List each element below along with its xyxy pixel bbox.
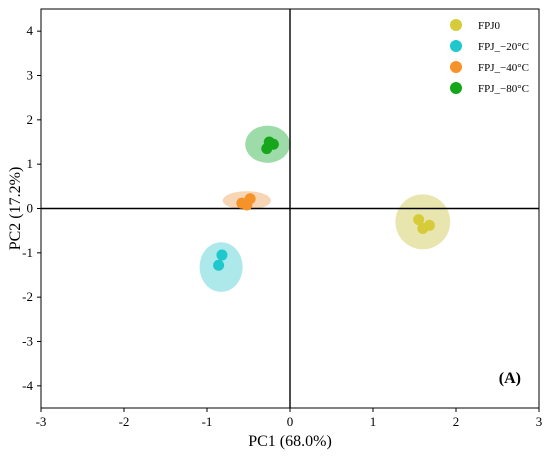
x-tick-label: -2 (119, 414, 130, 429)
y-tick-label: 0 (27, 201, 34, 216)
axis-ticks: -3 -2 -1 0 1 2 3 -4 -3 -2 -1 0 1 2 3 4 (22, 23, 542, 429)
legend-marker-2 (450, 40, 462, 52)
panel-annotation: (A) (499, 370, 521, 387)
legend-marker-1 (450, 19, 462, 31)
data-points (213, 136, 435, 271)
x-tick-label: 3 (536, 414, 543, 429)
legend: FPJ0 FPJ_−20°C FPJ_−40°C FPJ_−80°C (450, 19, 529, 95)
y-axis-label: PC2 (17.2%) (7, 167, 24, 251)
x-axis-label: PC1 (68.0%) (248, 433, 332, 450)
x-tick-label: 2 (453, 414, 460, 429)
zero-lines (41, 9, 539, 408)
legend-label-4: FPJ_−80°C (478, 83, 529, 95)
data-point-s1-3 (423, 219, 435, 231)
data-point-s4-3 (267, 138, 279, 150)
x-tick-label: -1 (202, 414, 213, 429)
legend-label-1: FPJ0 (478, 20, 501, 32)
data-point-s3-3 (241, 199, 253, 211)
y-tick-label: -2 (22, 289, 33, 304)
y-tick-label: 3 (27, 68, 34, 83)
data-point-s2-1 (216, 249, 228, 261)
legend-label-3: FPJ_−40°C (478, 62, 529, 74)
legend-marker-3 (450, 61, 462, 73)
x-tick-label: 0 (287, 414, 294, 429)
y-tick-label: 1 (27, 156, 34, 171)
y-tick-label: -1 (22, 245, 33, 260)
data-point-s2-2 (213, 259, 225, 271)
y-tick-label: 2 (27, 112, 34, 127)
y-tick-label: -3 (22, 334, 33, 349)
x-tick-label: 1 (370, 414, 377, 429)
y-tick-label: 4 (27, 23, 34, 38)
legend-marker-4 (450, 82, 462, 94)
legend-label-2: FPJ_−20°C (478, 41, 529, 53)
data-point-s1-1 (413, 214, 425, 226)
x-tick-label: -3 (36, 414, 47, 429)
y-tick-label: -4 (22, 378, 33, 393)
